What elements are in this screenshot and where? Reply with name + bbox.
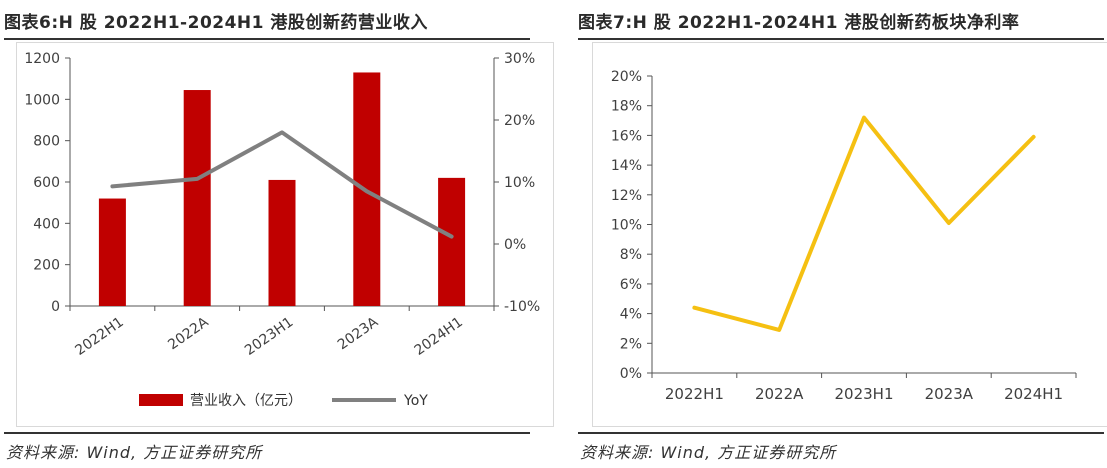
figure-title: 图表7:H 股 2022H1-2024H1 港股创新药板块净利率 (578, 13, 1020, 33)
net-margin-chart: 0% 2% 4% 6% 8% 10% 12% 14% 16% 18% 20% 2022H1 2022A 2… (611, 69, 1077, 403)
revenue-bar (98, 198, 126, 306)
title-rule (4, 38, 530, 40)
y-tick-label-left: 400 (33, 216, 60, 232)
y-tick-label: 18% (611, 99, 642, 115)
y-tick-label-right: 0% (504, 237, 526, 253)
legend-label-yoy: YoY (403, 393, 428, 409)
y-tick-label: 6% (620, 277, 642, 293)
source-rule (4, 432, 530, 434)
x-tick-label: 2022A (755, 385, 804, 403)
source-note: 资料来源: Wind, 方正证券研究所 (580, 443, 837, 462)
y-tick-label: 2% (620, 336, 642, 352)
figure-revenue: 图表6:H 股 2022H1-2024H1 港股创新药营业收入 0 200 400 6… (4, 0, 554, 468)
y-tick-label: 0% (620, 366, 642, 382)
y-tick-label: 10% (611, 218, 642, 234)
y-tick-label-left: 600 (33, 175, 60, 191)
legend-swatch-revenue (139, 394, 183, 406)
revenue-chart: 0 200 400 600 800 1000 1200 -10% 0% 10% 20% 30% 2022… (24, 51, 540, 409)
y-tick-label-left: 1200 (24, 51, 60, 67)
figure-net-margin: 图表7:H 股 2022H1-2024H1 港股创新药板块净利率 0% 2% 4% 6… (578, 0, 1107, 468)
x-tick-label: 2023A (335, 314, 382, 353)
title-rule (578, 38, 1104, 40)
y-tick-label-right: -10% (504, 299, 540, 315)
y-tick-label-left: 1000 (24, 92, 60, 108)
x-tick-label: 2023A (925, 385, 974, 403)
chart-frame (592, 42, 1107, 427)
y-tick-label-left: 0 (51, 299, 60, 315)
x-tick-label: 2023H1 (242, 314, 296, 359)
y-tick-label-right: 20% (504, 113, 535, 129)
legend-label-revenue: 营业收入（亿元） (190, 393, 302, 409)
figure-title: 图表6:H 股 2022H1-2024H1 港股创新药营业收入 (4, 13, 428, 33)
revenue-bar (438, 177, 466, 306)
source-rule (578, 432, 1104, 434)
y-tick-label-right: 10% (504, 175, 535, 191)
x-tick-label: 2022A (165, 314, 212, 353)
y-tick-label: 4% (620, 307, 642, 323)
y-tick-label: 20% (611, 69, 642, 85)
y-tick-label-left: 800 (33, 134, 60, 150)
y-tick-label: 16% (611, 128, 642, 144)
x-tick-label: 2022H1 (665, 385, 724, 403)
y-tick-label: 12% (611, 188, 642, 204)
revenue-bar (268, 179, 296, 306)
y-tick-label-left: 200 (33, 258, 60, 274)
y-tick-label-right: 30% (504, 51, 535, 67)
y-tick-label: 8% (620, 247, 642, 263)
x-tick-label: 2024H1 (412, 314, 466, 359)
x-tick-label: 2024H1 (1004, 385, 1063, 403)
y-tick-label: 14% (611, 158, 642, 174)
net-margin-line (692, 115, 1036, 332)
x-tick-label: 2022H1 (72, 314, 126, 359)
revenue-bar (183, 90, 211, 307)
source-note: 资料来源: Wind, 方正证券研究所 (6, 443, 263, 462)
x-tick-label: 2023H1 (835, 385, 894, 403)
